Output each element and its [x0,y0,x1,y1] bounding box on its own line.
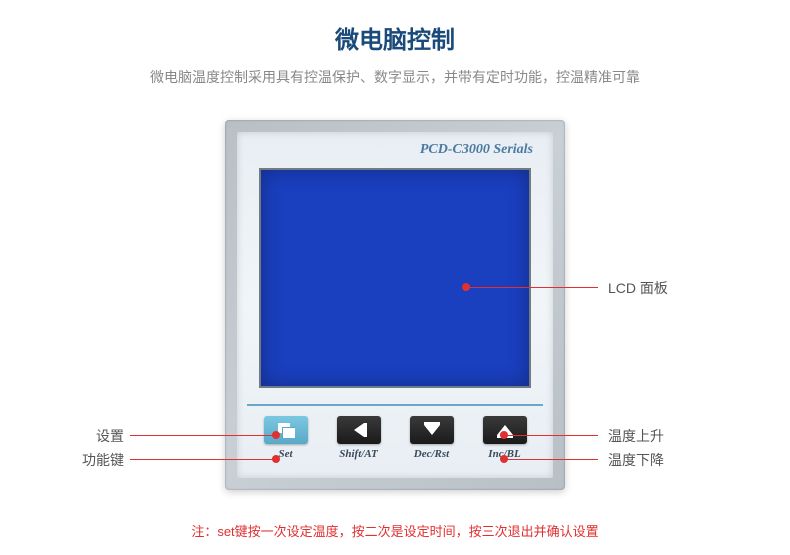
set-button[interactable] [264,416,308,444]
page-title: 微电脑控制 [0,0,790,55]
dec-button[interactable] [410,416,454,444]
inc-button[interactable] [483,416,527,444]
triangle-down-icon [424,425,440,435]
separator-line [247,404,543,406]
device-model-label: PCD-C3000 Serials [420,142,533,158]
tempup-callout-label: 温度上升 [608,426,664,446]
page-subtitle: 微电脑温度控制采用具有控温保护、数字显示，并带有定时功能，控温精准可靠 [0,67,790,87]
function-callout-label: 功能键 [82,450,124,470]
callout-line [130,435,274,436]
callout-line [506,459,598,460]
lcd-screen [259,168,531,388]
dec-button-label: Dec/Rst [414,448,449,460]
shift-button-label: Shift/AT [339,448,378,460]
shift-button-group: Shift/AT [337,416,381,460]
shift-button[interactable] [337,416,381,444]
triangle-left-icon [354,423,364,437]
callout-line [468,287,598,288]
panel-inner-face: PCD-C3000 Serials Set Shift/AT Dec/Rst [237,132,553,478]
set-button-group: Set [264,416,308,460]
callout-line [506,435,598,436]
tempdown-callout-label: 温度下降 [608,450,664,470]
dec-button-group: Dec/Rst [410,416,454,460]
lcd-callout-label: LCD 面板 [608,278,668,298]
setting-callout-label: 设置 [96,426,124,446]
footnote: 注：set键按一次设定温度，按二次是设定时间，按三次退出并确认设置 [0,521,790,540]
callout-line [130,459,274,460]
set-button-label: Set [278,448,292,460]
